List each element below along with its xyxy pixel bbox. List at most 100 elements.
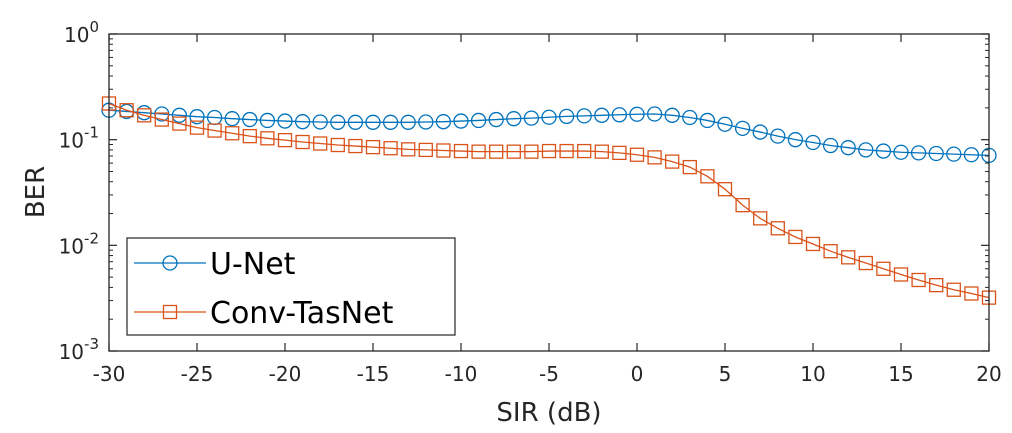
data-point-u-net [611, 107, 628, 123]
x-tick-label: -30 [93, 362, 126, 386]
x-tick-label: 15 [888, 362, 913, 386]
data-point-u-net [189, 109, 205, 125]
data-point-u-net [365, 114, 381, 130]
data-point-conv-tasnet [946, 282, 961, 297]
legend: U-Net Conv-TasNet [126, 237, 456, 336]
data-point-conv-tasnet [225, 126, 240, 141]
data-point-u-net [576, 108, 592, 124]
data-point-conv-tasnet [929, 277, 944, 293]
y-axis-title: BER [21, 166, 51, 218]
data-point-conv-tasnet [682, 159, 697, 175]
data-point-conv-tasnet [629, 147, 645, 162]
data-point-conv-tasnet [172, 116, 187, 131]
x-tick-label: -10 [445, 362, 478, 386]
data-point-u-net [435, 114, 452, 130]
data-point-u-net [224, 111, 240, 127]
data-point-conv-tasnet [330, 137, 345, 153]
data-point-u-net [928, 145, 944, 162]
data-point-u-net [752, 124, 768, 140]
data-point-u-net [523, 110, 540, 126]
data-point-conv-tasnet [964, 286, 979, 301]
x-axis-title: SIR (dB) [496, 398, 601, 428]
data-point-u-net [330, 114, 346, 130]
data-point-u-net [470, 112, 487, 129]
data-point-u-net [734, 120, 751, 136]
data-point-u-net [699, 112, 716, 129]
data-point-conv-tasnet [911, 272, 926, 288]
x-tick-label: 10 [800, 362, 825, 386]
data-point-u-net [171, 107, 188, 123]
data-point-u-net [875, 143, 892, 159]
x-tick-label: -20 [269, 362, 302, 386]
data-point-u-net [682, 109, 698, 126]
data-point-u-net [382, 114, 399, 130]
data-point-conv-tasnet [612, 145, 627, 161]
x-tick-label: -15 [357, 362, 390, 386]
data-point-conv-tasnet [348, 138, 363, 154]
data-point-conv-tasnet [401, 142, 416, 157]
data-point-conv-tasnet [524, 144, 539, 159]
data-point-conv-tasnet [242, 128, 257, 144]
data-point-u-net [646, 106, 663, 122]
data-point-conv-tasnet [541, 143, 557, 159]
data-point-conv-tasnet [788, 229, 803, 245]
data-point-conv-tasnet [418, 142, 433, 158]
data-point-conv-tasnet [559, 143, 574, 159]
data-point-conv-tasnet [137, 108, 152, 123]
legend-marker-convtasnet [162, 304, 178, 320]
y-tick-label: 100 [64, 18, 99, 47]
data-point-conv-tasnet [119, 103, 134, 118]
data-point-u-net [453, 113, 469, 129]
data-point-conv-tasnet [189, 120, 205, 135]
data-point-conv-tasnet [506, 144, 521, 159]
data-point-u-net [242, 111, 258, 128]
data-point-u-net [664, 107, 680, 123]
x-tick-label: -5 [539, 362, 559, 386]
data-point-conv-tasnet [489, 144, 504, 159]
data-point-u-net [594, 107, 610, 123]
data-point-conv-tasnet [313, 136, 328, 151]
data-point-u-net [629, 106, 645, 122]
x-tick-label: 5 [719, 362, 732, 386]
data-point-conv-tasnet [207, 123, 222, 138]
data-point-u-net [558, 108, 575, 125]
data-point-u-net [717, 116, 733, 132]
data-point-u-net [347, 114, 364, 130]
data-point-conv-tasnet [805, 236, 821, 252]
data-point-conv-tasnet [647, 150, 662, 165]
data-point-conv-tasnet [665, 154, 680, 169]
data-point-u-net [822, 137, 839, 154]
data-point-conv-tasnet [753, 211, 768, 226]
data-point-conv-tasnet [436, 143, 451, 158]
x-tick-label: 0 [631, 362, 644, 386]
data-point-u-net [506, 111, 522, 127]
data-point-u-net [840, 140, 856, 156]
data-point-conv-tasnet [365, 139, 381, 155]
x-tick-label: -25 [181, 362, 214, 386]
legend-box [126, 237, 456, 336]
y-tick-label: 10-1 [59, 124, 99, 153]
data-point-conv-tasnet [876, 261, 891, 276]
data-point-u-net [541, 109, 557, 125]
data-point-conv-tasnet [577, 143, 592, 159]
legend-label-convtasnet: Conv-TasNet [210, 296, 394, 331]
data-point-u-net [277, 113, 293, 129]
y-axis: 100 10-1 10-2 10-3 [59, 18, 989, 364]
data-point-u-net [488, 111, 504, 128]
data-point-conv-tasnet [453, 143, 469, 159]
data-point-conv-tasnet [717, 182, 733, 197]
data-point-conv-tasnet [277, 132, 293, 148]
data-point-conv-tasnet [594, 144, 609, 159]
data-point-u-net [259, 112, 276, 129]
data-point-u-net [312, 114, 328, 130]
legend-label-unet: U-Net [210, 247, 296, 282]
data-point-u-net [858, 142, 874, 158]
y-tick-label: 10-2 [59, 229, 99, 258]
data-point-conv-tasnet [260, 131, 275, 146]
data-point-u-net [946, 146, 962, 162]
data-point-conv-tasnet [154, 112, 169, 127]
data-point-conv-tasnet [823, 244, 838, 259]
data-point-u-net [770, 128, 786, 144]
legend-marker-unet [162, 255, 178, 271]
